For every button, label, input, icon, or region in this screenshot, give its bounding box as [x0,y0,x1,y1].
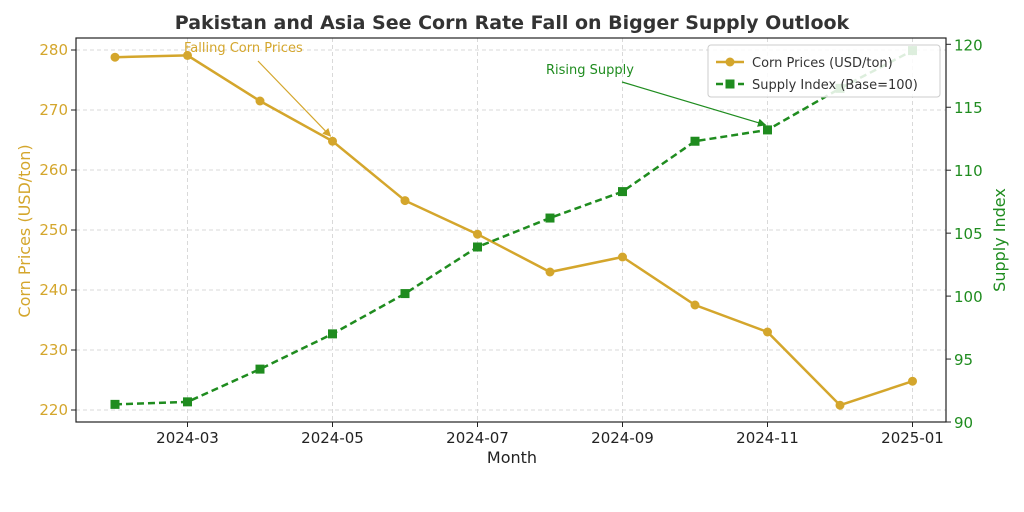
legend: Corn Prices (USD/ton) Supply Index (Base=… [707,44,941,98]
y-axis-right-label: Supply Index [990,188,1009,292]
series-0-point [473,229,482,239]
series-0-point [690,300,700,310]
annotation-arrow [257,60,332,137]
x-tick-label: 2025-01 [881,429,944,447]
y-right-tick-label: 90 [954,414,973,432]
y-right-tick-label: 120 [954,36,983,54]
series-0-point [908,376,917,386]
series-1-point [545,213,555,223]
series-1-point [690,136,700,146]
legend-label: Corn Prices (USD/ton) [752,56,893,71]
y-left-tick-label: 220 [39,401,68,419]
axes: 2024-03 2024-05 2024-07 2024-09 2024-11 2025-… [39,36,982,447]
y-left-tick-label: 230 [39,341,68,359]
annotation-arrow [621,81,767,127]
y-right-tick-label: 115 [954,99,983,117]
series-0-point [763,327,772,337]
series-0-point [328,136,337,146]
plot-frame [75,37,947,423]
annotations: Falling Corn Prices Rising Supply [184,41,767,137]
series-1-point [400,289,410,299]
y-left-tick-label: 240 [39,281,68,299]
series-1-point [328,329,337,339]
y-left-tick-label: 270 [39,101,68,119]
series-1-point [618,187,627,197]
series-line-1 [114,49,914,406]
annotation-text: Falling Corn Prices [184,41,303,56]
series-1-point [255,364,265,374]
y-right-tick-label: 110 [954,162,983,180]
series-0-point [183,50,192,60]
x-tick-label: 2024-11 [736,429,799,447]
x-tick-label: 2024-03 [156,429,219,447]
series-line-0 [114,54,913,407]
y-right-tick-label: 95 [954,351,973,369]
series-layer [110,46,917,410]
series-0-point [110,52,120,62]
y-left-tick-label: 250 [39,221,68,239]
series-0-point [255,96,265,106]
series-1-point [473,242,482,252]
series-0-point [835,400,845,410]
series-1-point [110,399,120,409]
series-0-point [618,252,627,262]
y-left-tick-label: 280 [39,41,68,59]
y-left-tick-label: 260 [39,161,68,179]
y-right-tick-label: 105 [954,225,983,243]
y-right-tick-label: 100 [954,288,983,306]
series-1-point [183,397,192,407]
legend-swatch-marker [725,79,735,89]
chart-title: Pakistan and Asia See Corn Rate Fall on … [175,12,850,34]
x-tick-label: 2024-05 [301,429,364,447]
legend-label: Supply Index (Base=100) [752,78,918,93]
y-axis-left-label: Corn Prices (USD/ton) [15,144,34,317]
x-tick-label: 2024-07 [446,429,509,447]
annotation-text: Rising Supply [546,63,634,78]
legend-box [707,44,941,98]
x-tick-label: 2024-09 [591,429,654,447]
series-0-point [545,267,555,277]
x-axis-label: Month [487,448,537,467]
series-1-point [763,125,772,135]
legend-swatch-marker [725,57,735,67]
series-0-point [400,196,410,206]
